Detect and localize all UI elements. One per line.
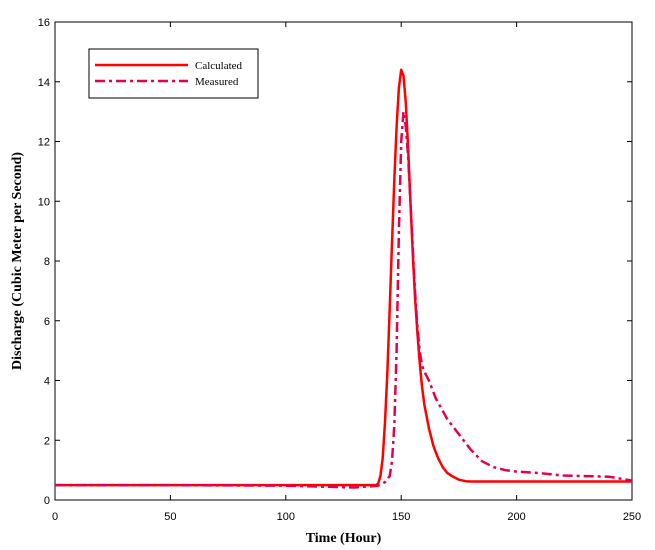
y-axis-title: Discharge (Cubic Meter per Second) <box>10 152 25 370</box>
y-tick-label: 8 <box>44 256 50 268</box>
x-tick-label: 200 <box>507 511 525 523</box>
y-tick-label: 0 <box>44 495 50 507</box>
y-tick-label: 2 <box>44 435 50 447</box>
legend-box <box>88 48 259 99</box>
x-tick-label: 250 <box>623 511 641 523</box>
series-line-calculated <box>55 68 632 487</box>
x-tick-label: 150 <box>392 511 410 523</box>
series-lines <box>55 68 633 489</box>
y-tick-label: 16 <box>38 17 50 29</box>
x-axis-title: Time (Hour) <box>306 531 382 546</box>
x-tick-label: 100 <box>277 511 295 523</box>
y-tick-label: 10 <box>38 196 50 208</box>
axis-tick-labels: 0 50 100 150 200 250 0 2 4 6 8 10 12 14 16 <box>38 17 641 523</box>
y-tick-label: 12 <box>38 137 50 149</box>
legend: Calculated Measured <box>88 48 259 99</box>
axis-ticks <box>54 21 633 501</box>
x-tick-label: 0 <box>52 511 58 523</box>
y-tick-label: 4 <box>44 376 50 388</box>
y-tick-label: 14 <box>38 77 50 89</box>
legend-label-measured: Measured <box>195 76 239 88</box>
y-tick-label: 6 <box>44 316 50 328</box>
x-tick-label: 50 <box>164 511 176 523</box>
legend-label-calculated: Calculated <box>195 60 243 72</box>
series-line-measured <box>55 110 633 489</box>
